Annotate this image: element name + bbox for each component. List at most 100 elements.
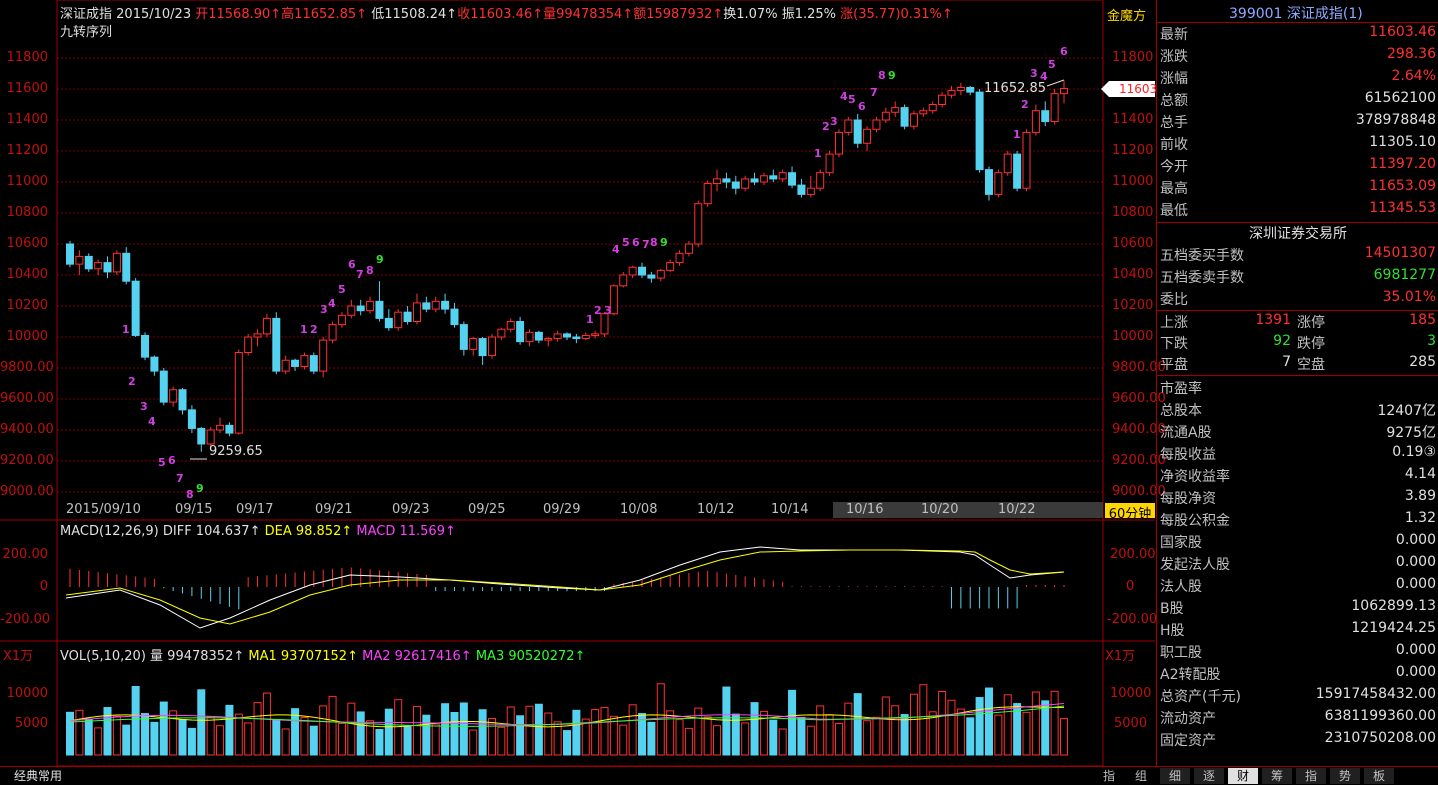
td-seq-label: 9 xyxy=(376,253,384,266)
quote-row-value: 11345.53 xyxy=(1369,200,1436,216)
quote-panel: 399001 深证成指(1) 最新 11603.46 涨跌 298.36 涨幅 2.64%… xyxy=(1156,0,1438,766)
td-seq-label: 1 xyxy=(814,147,822,160)
open-value: 开11568.90↑ xyxy=(195,7,282,22)
candle-body xyxy=(75,255,84,265)
fundamental-row-label: 总股本 xyxy=(1160,403,1202,419)
panel-tab[interactable]: 势 xyxy=(1330,768,1360,784)
volume-bar xyxy=(366,720,375,756)
index-name: 深证成指 xyxy=(60,7,113,22)
fundamental-row: 总资产(千元) 15917458432.00 xyxy=(1157,684,1438,706)
vol-ma2: MA2 92617416↑ xyxy=(362,649,472,664)
td-seq-label: 5 xyxy=(158,456,166,469)
quote-row-label: 涨跌 xyxy=(1160,49,1188,65)
candle-body xyxy=(1003,153,1012,174)
volume-bar xyxy=(1041,700,1050,756)
candle-body xyxy=(881,111,890,121)
price-tick-left: 11000 xyxy=(6,174,48,189)
volume-bar xyxy=(206,716,215,756)
td-seq-label: 1 xyxy=(586,313,594,326)
price-tick-left: 11200 xyxy=(6,143,48,158)
vol-header: VOL(5,10,20) 量 99478352↑ MA1 93707152↑ M… xyxy=(60,645,585,664)
down-label: 下跌 xyxy=(1160,336,1188,352)
candle-body xyxy=(966,86,975,93)
side-tab-index[interactable]: 指 xyxy=(1102,769,1115,783)
volume-bar xyxy=(431,723,440,756)
panel-tab[interactable]: 板 xyxy=(1364,768,1394,784)
volume-bar xyxy=(169,710,178,756)
candle-body xyxy=(1060,88,1068,95)
up-count: 1391 xyxy=(1255,312,1291,328)
fundamental-row: 每股净资 3.89 xyxy=(1157,486,1438,508)
candle-body xyxy=(769,175,778,180)
candle-body xyxy=(572,336,581,340)
quote-row-label: 最高 xyxy=(1160,181,1188,197)
fundamental-row-label: 法人股 xyxy=(1160,579,1202,595)
fundamental-row-value: 0.000 xyxy=(1395,664,1436,680)
candle-body xyxy=(816,172,825,189)
side-tab-group[interactable]: 组 xyxy=(1134,769,1147,783)
period-selector[interactable]: 60分钟 xyxy=(1105,503,1155,522)
fundamental-row-value: 9275亿 xyxy=(1386,425,1436,441)
candle-body xyxy=(159,370,168,403)
indicator-label[interactable]: 九转序列 xyxy=(60,25,113,40)
volume-bar xyxy=(759,710,768,756)
panel-tab[interactable]: 筹 xyxy=(1262,768,1292,784)
fundamental-row-value: 6381199360.00 xyxy=(1324,708,1436,724)
fundamental-row-value: 0.000 xyxy=(1395,554,1436,570)
panel-tab[interactable]: 细 xyxy=(1160,768,1190,784)
price-tick-right: 11000 xyxy=(1112,174,1154,189)
vol-ma1: MA1 93707152↑ xyxy=(248,649,358,664)
candle-body xyxy=(319,339,328,372)
quote-title-bar: 399001 深证成指(1) xyxy=(1157,0,1438,22)
fundamental-row-value: 4.14 xyxy=(1404,466,1436,482)
td-seq-label: 8 xyxy=(186,488,194,501)
candle-body xyxy=(675,252,684,264)
volume-bar xyxy=(638,713,647,756)
date-label: 09/25 xyxy=(468,502,506,517)
quote-row-label: 总额 xyxy=(1160,93,1188,109)
fundamental-row-label: B股 xyxy=(1160,601,1184,617)
classic-common-tab[interactable]: 经典常用 xyxy=(13,769,62,783)
price-tick-left: 9400.00 xyxy=(0,422,54,437)
fundamental-row-value: 1.32 xyxy=(1404,510,1436,526)
breadth-flat-row: 平盘 7 空盘 285 xyxy=(1157,352,1438,374)
vol-ma3-line xyxy=(69,705,1065,727)
panel-tab[interactable]: 逐 xyxy=(1194,768,1224,784)
candle-body xyxy=(272,317,281,372)
price-tick-right: 9800.00 xyxy=(1112,360,1166,375)
chart-canvas[interactable] xyxy=(0,0,1155,766)
kline-chart-area[interactable]: 深证成指 2015/10/23 开11568.90↑高11652.85↑ 低11… xyxy=(0,0,1166,766)
td-seq-label: 4 xyxy=(1040,70,1048,83)
quote-row-label: 涨幅 xyxy=(1160,71,1188,87)
td-seq-label: 6 xyxy=(632,236,640,249)
date-label: 10/08 xyxy=(620,502,658,517)
fundamental-row: 市盈率 xyxy=(1157,376,1438,398)
volume-bar xyxy=(459,702,468,756)
volume-bar xyxy=(356,711,365,756)
fundamental-row-label: 发起法人股 xyxy=(1160,557,1230,573)
macd-diff: DIFF 104.637↑ xyxy=(162,524,261,539)
candle-body xyxy=(1050,93,1059,123)
td-seq-label: 1 xyxy=(122,323,130,336)
panel-tab[interactable]: 指 xyxy=(1296,768,1326,784)
date-label: 10/14 xyxy=(771,502,809,517)
panel-tab[interactable]: 财 xyxy=(1228,768,1258,784)
candle-body xyxy=(647,274,656,279)
price-tick-right: 10000 xyxy=(1112,329,1154,344)
vol-unit-right: X1万 xyxy=(1105,649,1136,664)
candle-body xyxy=(422,302,431,310)
candle-body xyxy=(619,274,628,287)
volume-bar xyxy=(928,711,937,756)
quote-row: 最新 11603.46 xyxy=(1157,22,1438,44)
volume-bar xyxy=(403,726,412,756)
volume-bar xyxy=(272,719,281,756)
amount-value: 额15987932↑ xyxy=(633,7,724,22)
candle-body xyxy=(506,321,515,330)
volume-bar xyxy=(450,711,459,756)
fundamental-row-label: 每股公积金 xyxy=(1160,513,1230,529)
fundamental-row-label: 国家股 xyxy=(1160,535,1202,551)
volume-bar xyxy=(337,722,346,756)
volume-bar xyxy=(872,716,881,756)
fundamental-row-label: H股 xyxy=(1160,623,1185,639)
td-seq-label: 5 xyxy=(338,283,346,296)
